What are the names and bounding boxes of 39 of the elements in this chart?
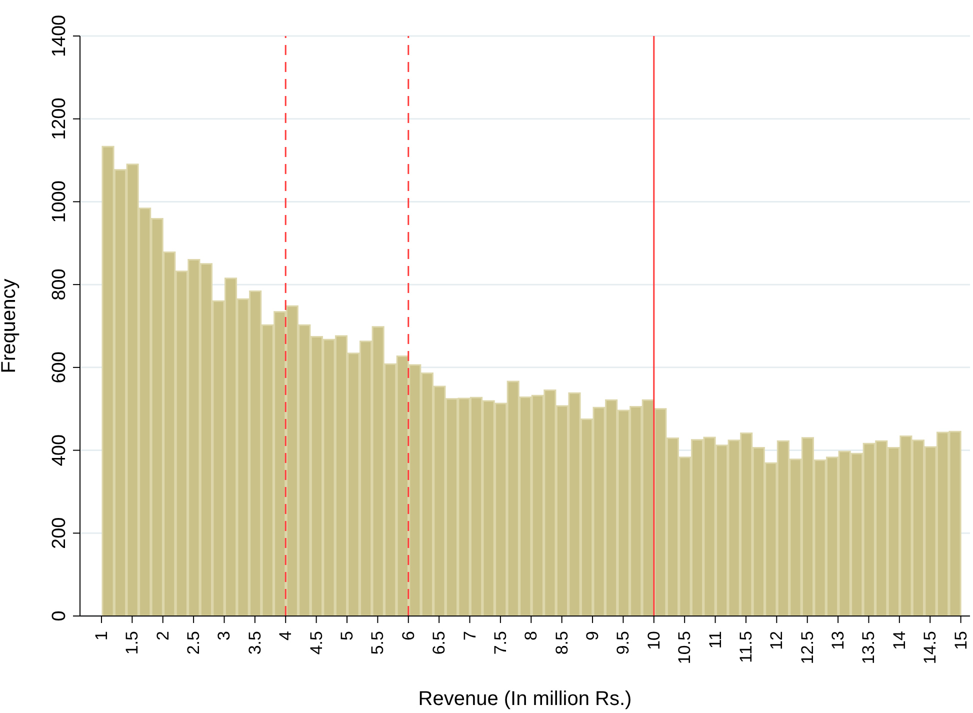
x-tick-label: 5.5 bbox=[368, 631, 388, 655]
x-tick-label: 13 bbox=[828, 631, 848, 650]
x-axis-title: Revenue (In million Rs.) bbox=[418, 688, 632, 710]
x-tick-label: 4 bbox=[276, 631, 296, 640]
x-tick-label: 9.5 bbox=[614, 631, 633, 655]
x-tick-label: 6.5 bbox=[430, 631, 449, 655]
x-tick-label: 12 bbox=[767, 631, 786, 650]
y-tick-label: 200 bbox=[49, 517, 70, 549]
x-tick-label: 3.5 bbox=[245, 631, 264, 655]
x-tick-label: 14.5 bbox=[920, 631, 940, 664]
x-tick-label: 12.5 bbox=[798, 631, 817, 664]
x-tick-label: 6 bbox=[398, 631, 418, 640]
x-tick-label: 7 bbox=[460, 631, 480, 640]
x-tick-label: 2.5 bbox=[184, 631, 204, 655]
x-tick-label: 9 bbox=[583, 631, 602, 640]
x-tick-label: 8.5 bbox=[552, 631, 572, 655]
y-tick-label: 400 bbox=[49, 434, 70, 466]
y-tick-label: 1200 bbox=[49, 98, 70, 140]
x-tick-label: 15 bbox=[951, 631, 970, 650]
x-tick-label: 10 bbox=[644, 631, 664, 650]
x-tick-label: 8 bbox=[522, 631, 541, 640]
x-tick-label: 4.5 bbox=[306, 631, 326, 655]
x-tick-label: 5 bbox=[338, 631, 356, 640]
x-tick-label: 13.5 bbox=[859, 631, 878, 664]
x-tick-label: 10.5 bbox=[675, 631, 694, 664]
y-tick-label: 600 bbox=[49, 352, 70, 384]
x-tick-label: 7.5 bbox=[490, 631, 510, 655]
x-tick-label: 1.5 bbox=[122, 631, 142, 655]
y-tick-label: 800 bbox=[49, 268, 70, 300]
x-tick-label: 1 bbox=[92, 631, 111, 640]
y-tick-label: 1000 bbox=[49, 180, 70, 223]
y-tick-label: 0 bbox=[49, 610, 70, 622]
x-tick-label: 11 bbox=[706, 631, 725, 649]
x-tick-label: 2 bbox=[153, 631, 172, 640]
x-tick-label: 11.5 bbox=[736, 631, 756, 663]
x-tick-label: 3 bbox=[214, 631, 234, 640]
x-tick-label: 14 bbox=[890, 631, 909, 650]
y-axis-title: Frequency bbox=[0, 278, 20, 374]
y-tick-label: 1400 bbox=[49, 14, 70, 58]
